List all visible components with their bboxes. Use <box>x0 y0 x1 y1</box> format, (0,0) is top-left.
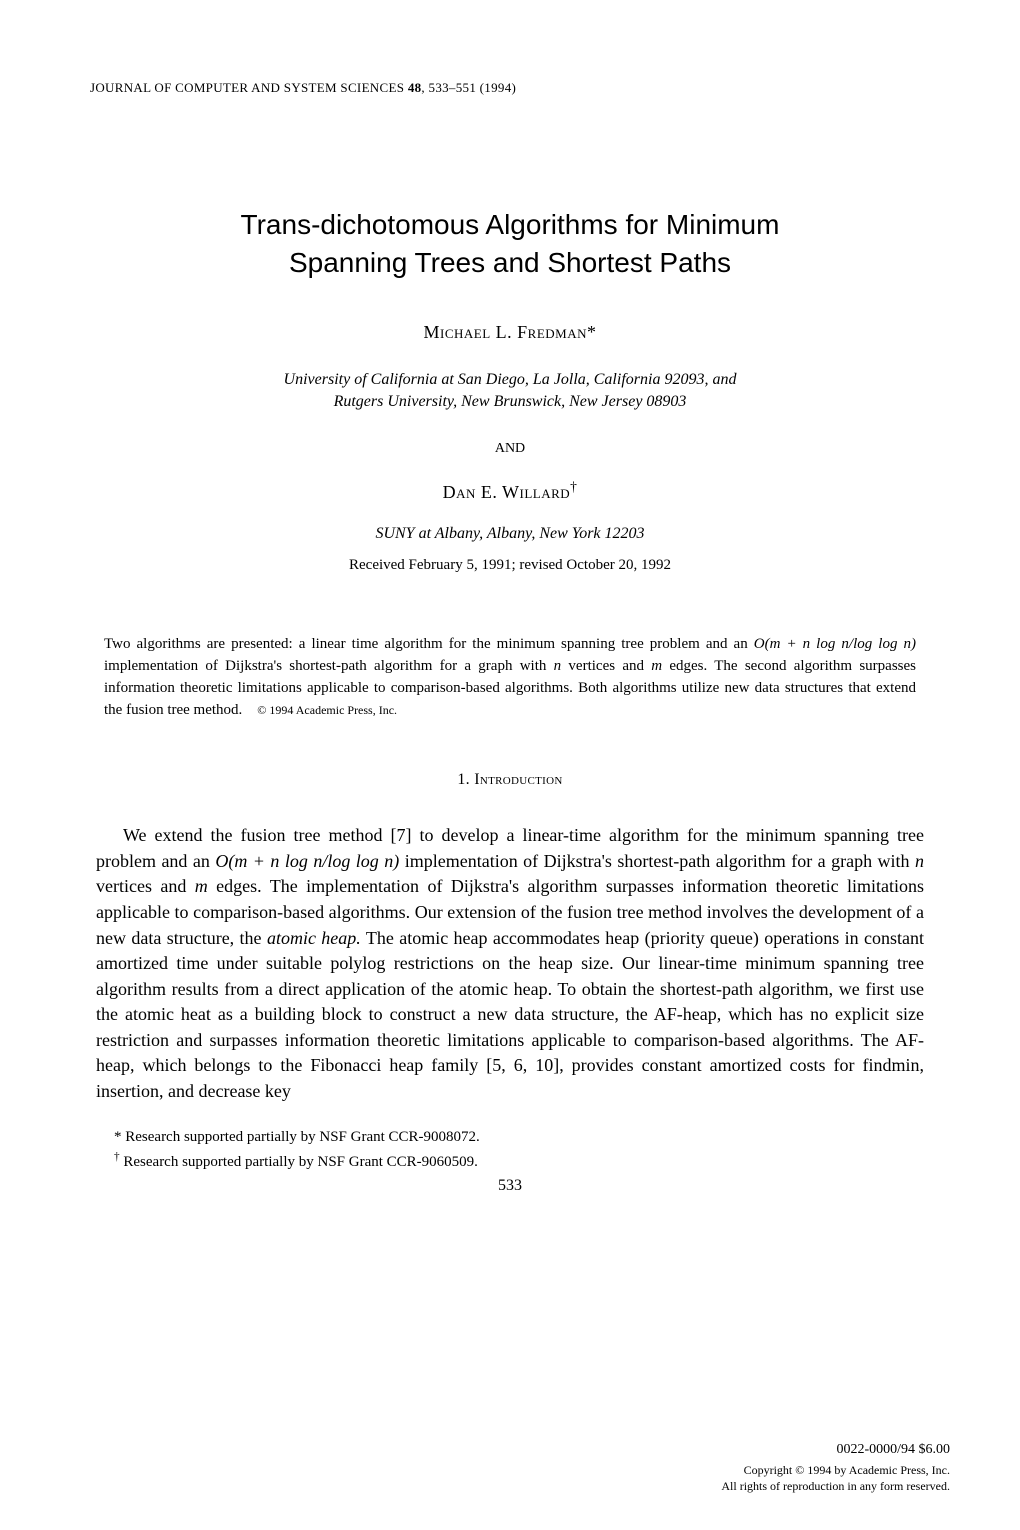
footer-price: 0022-0000/94 $6.00 <box>721 1441 950 1460</box>
journal-volume: 48 <box>408 80 422 95</box>
page-number: 533 <box>90 1177 930 1195</box>
page: JOURNAL OF COMPUTER AND SYSTEM SCIENCES … <box>0 0 1020 1235</box>
body-p1-em: atomic heap. <box>267 928 361 948</box>
journal-comma: , <box>421 80 428 95</box>
journal-header: JOURNAL OF COMPUTER AND SYSTEM SCIENCES … <box>90 80 930 96</box>
footer-copyright: 0022-0000/94 $6.00 Copyright © 1994 by A… <box>721 1441 950 1494</box>
paper-title: Trans-dichotomous Algorithms for Minimum… <box>150 206 870 282</box>
and-separator: AND <box>90 441 930 457</box>
received-dates: Received February 5, 1991; revised Octob… <box>90 557 930 574</box>
footnotes: * Research supported partially by NSF Gr… <box>96 1126 924 1173</box>
affiliation-2: SUNY at Albany, Albany, New York 12203 <box>90 525 930 543</box>
author-2-name: Dan E. Willard <box>443 482 571 502</box>
body-p1-e: The atomic heap accommodates heap (prior… <box>96 928 924 1101</box>
author-2: Dan E. Willard† <box>90 479 930 503</box>
footer-copy-2: All rights of reproduction in any form r… <box>721 1478 950 1494</box>
footer-copy-1: Copyright © 1994 by Academic Press, Inc. <box>721 1462 950 1478</box>
abstract-text-a: Two algorithms are presented: a linear t… <box>104 636 754 652</box>
journal-name: JOURNAL OF COMPUTER AND SYSTEM SCIENCES <box>90 80 404 95</box>
affil-1-line-1: University of California at San Diego, L… <box>284 371 737 388</box>
author-1-name: Michael L. Fredman <box>423 322 587 342</box>
footnote-1-text: Research supported partially by NSF Gran… <box>122 1129 480 1145</box>
footnote-2-text: Research supported partially by NSF Gran… <box>120 1154 478 1170</box>
section-heading-introduction: 1. Introduction <box>90 771 930 789</box>
title-line-1: Trans-dichotomous Algorithms for Minimum <box>241 209 780 240</box>
journal-pages-year: 533–551 (1994) <box>429 80 517 95</box>
title-line-2: Spanning Trees and Shortest Paths <box>289 247 731 278</box>
abstract-text-b: implementation of Dijkstra's shortest-pa… <box>104 658 554 674</box>
body-paragraph-1: We extend the fusion tree method [7] to … <box>96 823 924 1104</box>
footnote-2: † Research supported partially by NSF Gr… <box>96 1149 924 1174</box>
body-p1-n: n <box>915 851 924 871</box>
footnote-1: * Research supported partially by NSF Gr… <box>96 1126 924 1149</box>
body-p1-c: vertices and <box>96 876 195 896</box>
affil-1-line-2: Rutgers University, New Brunswick, New J… <box>334 393 687 410</box>
abstract-mid1: vertices and <box>561 658 651 674</box>
abstract-math: O(m + n log n/log log n) <box>754 636 916 652</box>
abstract-copyright: © 1994 Academic Press, Inc. <box>257 703 397 717</box>
author-1: Michael L. Fredman* <box>90 322 930 343</box>
abstract-m: m <box>651 658 662 674</box>
abstract: Two algorithms are presented: a linear t… <box>104 634 916 721</box>
author-2-mark: † <box>570 479 577 494</box>
footnote-1-mark: * <box>114 1129 122 1145</box>
body-p1-math: O(m + n log n/log log n) <box>215 851 399 871</box>
body-p1-m: m <box>195 876 208 896</box>
author-1-mark: * <box>587 322 597 342</box>
body-p1-b: implementation of Dijkstra's shortest-pa… <box>399 851 915 871</box>
affiliation-1: University of California at San Diego, L… <box>90 369 930 414</box>
